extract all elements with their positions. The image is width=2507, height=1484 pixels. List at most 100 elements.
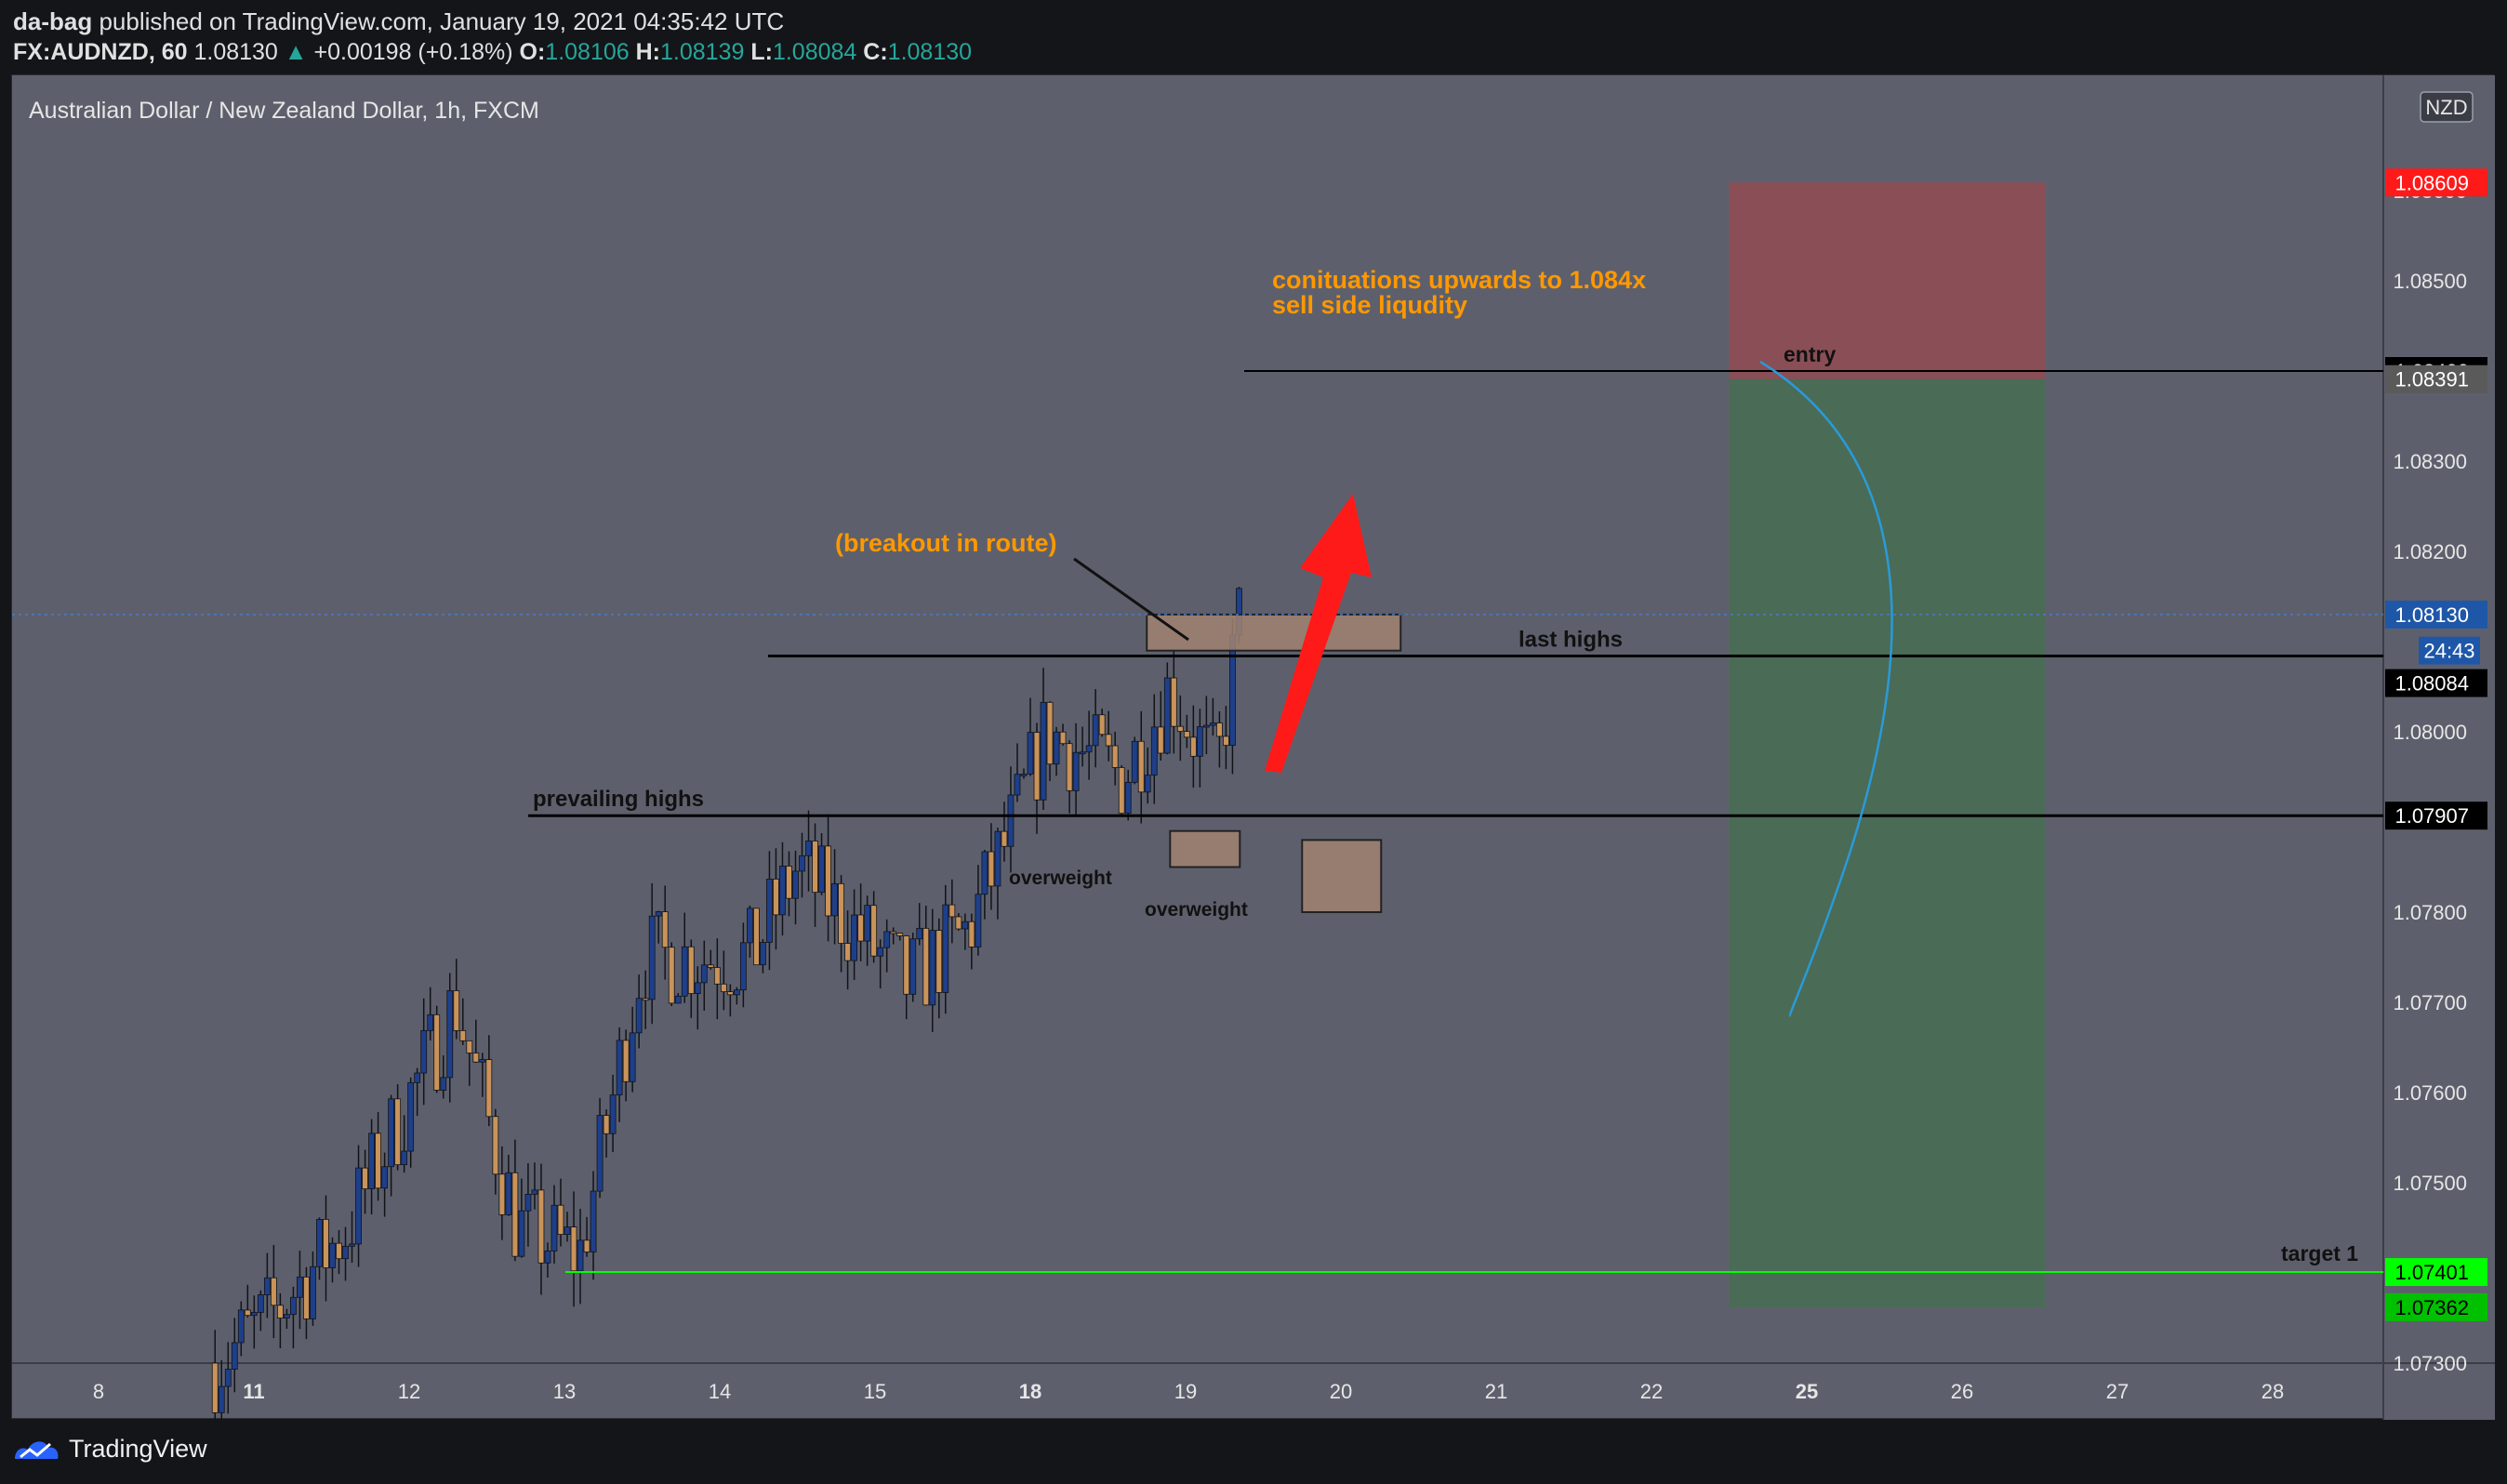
up-triangle-icon: ▲ [284, 39, 308, 65]
candle-body [629, 1032, 636, 1082]
candle-body [440, 1077, 447, 1091]
price-tag [2419, 636, 2480, 665]
candle-body [1223, 735, 1229, 747]
candle-body [642, 998, 649, 1001]
candle-body [1209, 722, 1216, 726]
candle-body [661, 911, 669, 948]
price-change: +0.00198 (+0.18%) [313, 39, 513, 65]
footer-brand[interactable]: TradingView [69, 1434, 207, 1463]
published-text: published on TradingView.com, January 19… [99, 7, 785, 35]
candle-body [720, 983, 727, 992]
candle-body [609, 1094, 617, 1134]
candle-body [1092, 714, 1099, 747]
candle-body [622, 1040, 630, 1082]
candle-body [968, 921, 975, 947]
price-tag-label: 1.07907 [2394, 804, 2469, 828]
price-chart[interactable]: Australian Dollar / New Zealand Dollar, … [12, 75, 2495, 1420]
overweight-label-2: overweight [1145, 899, 1248, 921]
candle-body [1124, 781, 1132, 815]
candle-body [877, 947, 884, 957]
price-tag-label: 1.08391 [2394, 368, 2469, 391]
footer: TradingView [13, 1432, 207, 1465]
candle-body [420, 1029, 428, 1074]
candle-body [1072, 751, 1080, 791]
candle-body [648, 915, 656, 1000]
low-value: 1.08084 [772, 39, 857, 65]
author-name[interactable]: da-bag [13, 7, 93, 35]
overweight-box-1 [1169, 829, 1241, 868]
candle-body [903, 935, 910, 995]
candle-body [818, 845, 825, 894]
last-highs-label: last highs [1519, 628, 1623, 653]
candle-body [257, 1294, 264, 1313]
candle-body [577, 1239, 584, 1272]
candle-body [1196, 726, 1203, 757]
breakout-annotation: (breakout in route) [835, 529, 1057, 557]
candle-body [388, 1098, 395, 1168]
candle-body [760, 942, 766, 966]
candle-body [1046, 701, 1054, 765]
candle-body [700, 964, 708, 984]
candle-body [466, 1040, 473, 1053]
candle-body [583, 1239, 590, 1252]
candle-body [1007, 794, 1015, 847]
currency-badge [2420, 91, 2474, 123]
candle-body [1001, 830, 1008, 847]
candle-body [564, 1226, 571, 1236]
candle-body [414, 1072, 421, 1083]
high-value: 1.08139 [660, 39, 745, 65]
high-label: H: [635, 39, 661, 65]
candle-body [668, 947, 675, 1004]
publish-info: da-bag published on TradingView.com, Jan… [13, 7, 784, 36]
candle-body [942, 904, 949, 993]
candle-body [1176, 725, 1184, 733]
open-value: 1.08106 [545, 39, 630, 65]
candle-body [231, 1342, 238, 1370]
candle-body [975, 894, 982, 947]
candle-body [922, 927, 930, 1006]
candle-body [244, 1309, 251, 1317]
candle-body [713, 967, 721, 985]
candle-body [316, 1218, 323, 1267]
candle-body [1033, 732, 1041, 801]
price-tag [2385, 600, 2487, 629]
candle-body [1131, 740, 1138, 783]
candle-body [994, 830, 1001, 887]
candle-body [531, 1189, 538, 1195]
candle-body [844, 943, 852, 961]
candle-body [766, 879, 773, 943]
open-label: O: [519, 39, 546, 65]
time-tick-label: 12 [398, 1380, 420, 1403]
chart-frame[interactable]: Australian Dollar / New Zealand Dollar, … [11, 74, 2495, 1420]
overweight-box-2 [1301, 839, 1383, 914]
continuation-annotation-2: sell side liqudity [1272, 291, 1467, 319]
price-tag [2385, 802, 2487, 830]
candle-body [303, 1276, 310, 1319]
candle-body [342, 1245, 349, 1260]
stop-loss-zone [1729, 182, 2046, 379]
candle-body [773, 879, 779, 916]
candle-body [407, 1081, 415, 1152]
candle-body [870, 905, 878, 957]
price-tick-label: 1.07700 [2393, 991, 2467, 1014]
candle-body [674, 995, 682, 1004]
candle-body [349, 1243, 355, 1247]
price-tick-label: 1.07300 [2393, 1352, 2467, 1375]
candle-body [394, 1098, 402, 1166]
symbol-label[interactable]: FX:AUDNZD, 60 [13, 39, 188, 65]
candle-body [1183, 731, 1190, 738]
candle-body [375, 1133, 382, 1189]
price-tick-label: 1.08500 [2393, 270, 2467, 293]
candle-body [896, 933, 904, 936]
candle-body [518, 1210, 525, 1257]
time-tick-label: 13 [553, 1380, 576, 1403]
candle-body [1105, 734, 1112, 747]
candle-body [596, 1115, 604, 1192]
candle-body [746, 908, 753, 944]
candle-body [1040, 701, 1047, 801]
candle-body [909, 938, 917, 995]
tradingview-logo-icon[interactable] [13, 1435, 61, 1463]
candle-body [211, 1362, 219, 1413]
time-tick-label: 8 [93, 1380, 104, 1403]
candle-body [981, 851, 988, 895]
